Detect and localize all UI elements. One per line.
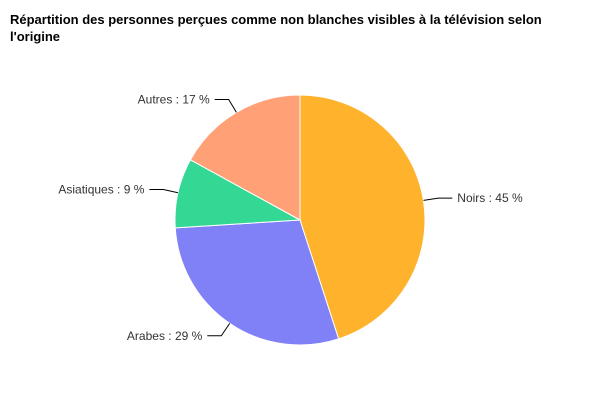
leader-line-arabes <box>207 323 231 337</box>
slice-label-autres: Autres : 17 % <box>138 93 210 107</box>
pie-slice-autres[interactable] <box>189 94 301 221</box>
label-leader-lines <box>149 99 453 337</box>
slice-label-asiatiques: Asiatiques : 9 % <box>58 183 144 197</box>
pie-slice-arabes[interactable] <box>174 219 340 346</box>
chart-title: Répartition des personnes perçues comme … <box>10 12 542 44</box>
slice-label-noirs: Noirs : 45 % <box>457 191 523 205</box>
leader-line-autres <box>214 99 237 113</box>
leader-line-asiatiques <box>149 189 179 194</box>
pie-slices <box>174 94 426 346</box>
slice-labels: Noirs : 45 % Arabes : 29 % Asiatiques : 9 … <box>58 93 523 343</box>
leader-line-noirs <box>423 197 453 201</box>
pie-slice-noirs[interactable] <box>299 94 426 340</box>
slice-label-arabes: Arabes : 29 % <box>127 329 203 343</box>
